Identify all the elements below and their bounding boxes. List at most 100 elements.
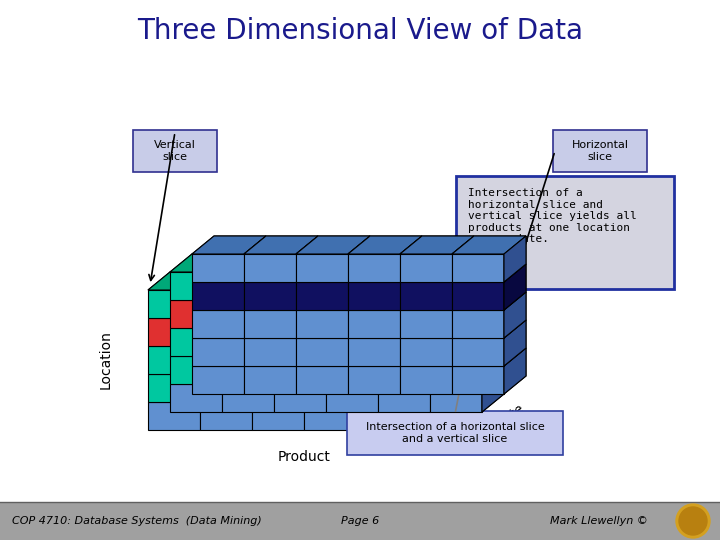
Polygon shape — [192, 236, 266, 254]
Text: COP 4710: Database Systems  (Data Mining): COP 4710: Database Systems (Data Mining) — [12, 516, 262, 526]
Polygon shape — [244, 254, 296, 282]
Polygon shape — [400, 366, 452, 394]
FancyBboxPatch shape — [553, 130, 647, 172]
Polygon shape — [348, 338, 400, 366]
Polygon shape — [296, 338, 348, 366]
Polygon shape — [400, 282, 452, 310]
Polygon shape — [148, 272, 222, 290]
Polygon shape — [148, 402, 200, 430]
Polygon shape — [460, 272, 482, 318]
Polygon shape — [460, 300, 482, 346]
Polygon shape — [482, 366, 504, 412]
Bar — [0, 502, 720, 540]
Polygon shape — [482, 254, 504, 300]
Polygon shape — [296, 236, 370, 254]
FancyBboxPatch shape — [133, 130, 217, 172]
Polygon shape — [192, 310, 244, 338]
Polygon shape — [148, 374, 200, 402]
Polygon shape — [504, 236, 526, 282]
Polygon shape — [452, 236, 526, 254]
Polygon shape — [304, 272, 378, 290]
Polygon shape — [378, 356, 430, 384]
Polygon shape — [222, 254, 296, 272]
Text: Vertical
slice: Vertical slice — [154, 140, 196, 162]
Polygon shape — [296, 310, 348, 338]
Polygon shape — [430, 300, 482, 328]
Polygon shape — [296, 366, 348, 394]
Polygon shape — [356, 272, 430, 290]
Polygon shape — [244, 338, 296, 366]
Text: Three Dimensional View of Data: Three Dimensional View of Data — [137, 17, 583, 45]
Polygon shape — [274, 254, 348, 272]
Text: Page 6: Page 6 — [341, 516, 379, 526]
Polygon shape — [222, 328, 274, 356]
Polygon shape — [504, 348, 526, 394]
FancyBboxPatch shape — [347, 411, 563, 455]
Polygon shape — [148, 318, 200, 346]
Polygon shape — [430, 254, 504, 272]
Polygon shape — [408, 272, 482, 290]
Polygon shape — [408, 290, 460, 318]
Polygon shape — [504, 264, 526, 310]
Polygon shape — [170, 356, 222, 384]
Polygon shape — [200, 346, 252, 374]
Polygon shape — [504, 292, 526, 338]
Polygon shape — [504, 264, 526, 310]
Polygon shape — [200, 318, 252, 346]
Polygon shape — [252, 272, 326, 290]
Polygon shape — [430, 328, 482, 356]
Polygon shape — [304, 346, 356, 374]
Polygon shape — [482, 310, 504, 356]
Text: Intersection of a horizontal slice
and a vertical slice: Intersection of a horizontal slice and a… — [366, 422, 544, 444]
Polygon shape — [482, 310, 504, 356]
Polygon shape — [304, 374, 356, 402]
Polygon shape — [222, 300, 274, 328]
Polygon shape — [400, 338, 452, 366]
Polygon shape — [408, 374, 460, 402]
Polygon shape — [504, 320, 526, 366]
Polygon shape — [274, 272, 326, 300]
Polygon shape — [200, 402, 252, 430]
Polygon shape — [252, 272, 326, 290]
Polygon shape — [252, 290, 304, 318]
Polygon shape — [192, 366, 244, 394]
Polygon shape — [170, 272, 222, 300]
Polygon shape — [200, 272, 274, 290]
Polygon shape — [356, 290, 408, 318]
Polygon shape — [460, 300, 482, 346]
FancyBboxPatch shape — [456, 176, 674, 289]
Polygon shape — [170, 254, 244, 272]
Polygon shape — [504, 320, 526, 366]
Polygon shape — [430, 384, 482, 412]
Polygon shape — [482, 366, 504, 412]
Polygon shape — [192, 338, 244, 366]
Polygon shape — [148, 290, 200, 318]
Polygon shape — [378, 300, 430, 328]
Polygon shape — [274, 254, 348, 272]
Polygon shape — [504, 236, 526, 282]
Polygon shape — [252, 318, 304, 346]
Polygon shape — [430, 356, 482, 384]
Polygon shape — [348, 236, 422, 254]
Polygon shape — [326, 254, 400, 272]
Text: Mark Llewellyn ©: Mark Llewellyn © — [550, 516, 648, 526]
Polygon shape — [452, 310, 504, 338]
Polygon shape — [244, 236, 318, 254]
Polygon shape — [192, 254, 244, 282]
Polygon shape — [452, 236, 526, 254]
Polygon shape — [222, 254, 296, 272]
Text: Product: Product — [278, 450, 330, 464]
Polygon shape — [274, 356, 326, 384]
Polygon shape — [348, 236, 422, 254]
Polygon shape — [222, 384, 274, 412]
Polygon shape — [304, 318, 356, 346]
Polygon shape — [244, 236, 318, 254]
Polygon shape — [252, 346, 304, 374]
Polygon shape — [192, 282, 244, 310]
Polygon shape — [326, 300, 378, 328]
Polygon shape — [170, 300, 222, 328]
Polygon shape — [170, 328, 222, 356]
Polygon shape — [460, 384, 482, 430]
Polygon shape — [378, 272, 430, 300]
Polygon shape — [460, 356, 482, 402]
